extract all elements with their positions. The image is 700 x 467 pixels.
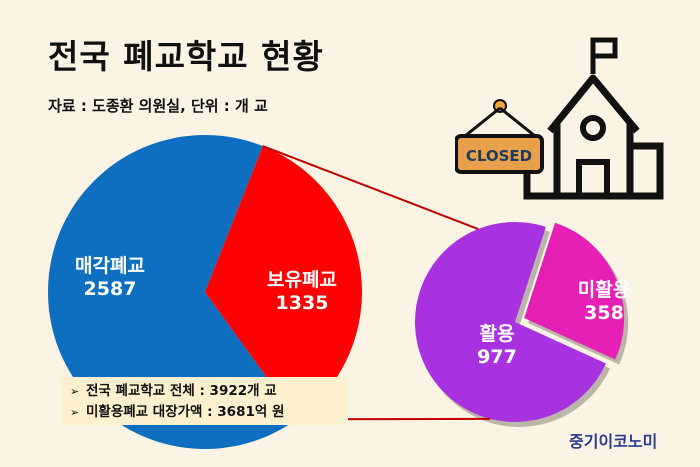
arrow-bullet-icon: ➢ [70,385,80,398]
slice-held [205,146,362,420]
closed-school-icon: CLOSED [454,36,665,206]
note-value-text: 미활용폐교 대장가액 : 3681억 원 [86,404,285,420]
label-unused: 미활용 358 [578,279,630,324]
source-note: 자료 : 도종환 의원실, 단위 : 개 교 [48,97,268,115]
breakdown-pie [414,222,629,428]
arrow-bullet-icon: ➢ [70,406,80,419]
label-sold: 매각폐교 2587 [75,255,145,300]
label-used: 활용 977 [477,323,517,368]
note-total-text: 전국 폐교학교 전체 : 3922개 교 [86,383,277,399]
connector-top [262,145,479,230]
closed-sign-text: CLOSED [466,147,532,165]
slice-sold [48,135,297,450]
main-pie [48,135,362,450]
summary-notes: ➢ 전국 폐교학교 전체 : 3922개 교 ➢ 미활용폐교 대장가액 : 3681… [62,377,348,425]
label-held: 보유폐교 1335 [267,269,337,314]
slice-used [414,222,606,423]
slice-unused [524,222,625,360]
brand-logo-text: 중기이코노미 [569,432,658,451]
slice-labels: 매각폐교 2587 보유폐교 1335 활용 977 미활용 358 [75,255,630,368]
note-value: ➢ 미활용폐교 대장가액 : 3681억 원 [70,402,348,423]
chart-title: 전국 폐교학교 현황 [48,37,324,76]
note-total: ➢ 전국 폐교학교 전체 : 3922개 교 [70,381,348,402]
